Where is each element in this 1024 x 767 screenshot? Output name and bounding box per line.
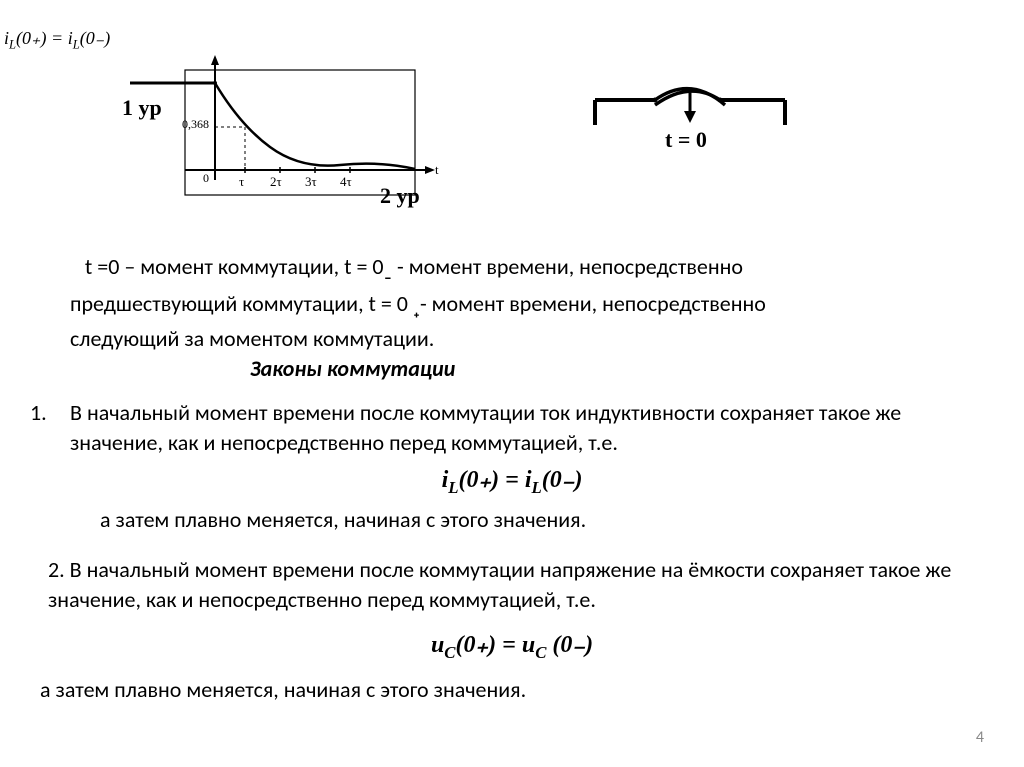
p1-plus: ₊ [413,298,420,322]
chart-xtick-2: 3τ [305,174,317,190]
f1-eq: = [499,467,525,493]
chart-x-axis-label: t [435,162,439,178]
p1-l1a: t =0 – момент коммутации, t = 0 [85,253,384,280]
switch-label: t = 0 [665,127,707,153]
chart-xtick-3: 4τ [340,174,352,190]
f2-sym1: u [431,632,444,658]
law-1: 1.В начальный момент времени после комму… [30,398,1010,457]
f1-sym2: i [525,467,532,493]
law1-num: 1. [30,398,70,428]
p1-l2b: - момент времени, непосредственно [420,290,766,317]
formula-capacitor-voltage: uC(0₊) = uC (0₋) [0,630,1024,663]
f1-arg1: (0₊) [459,467,500,493]
tf-lhs-arg: (0₊) [16,28,47,48]
law1-after: а затем плавно меняется, начиная с этого… [100,505,1000,535]
f2-sub1: C [444,643,455,662]
formula-inductor-current: iL(0₊) = iL(0₋) [0,465,1024,498]
p1-l1b: - момент времени, непосредственно [392,253,743,280]
decay-chart: 0,368 0 τ 2τ 3τ 4τ t 1 ур 2 ур [130,55,450,215]
page-number: 4 [976,728,984,747]
tf-lhs-sub: L [9,38,16,52]
chart-y-marker: 0,368 [182,117,209,132]
p1-minus: ₋ [384,257,393,286]
law1-text: В начальный момент времени после коммута… [70,398,990,457]
chart-right-label: 2 ур [380,183,420,209]
switch-diagram: t = 0 [590,75,790,175]
chart-xtick-1: 2τ [270,174,282,190]
chart-origin: 0 [203,171,209,186]
f2-arg2: (0₋) [552,632,593,658]
law-2: 2. В начальный момент времени после комм… [48,555,1008,614]
f2-sym2: u [522,632,535,658]
top-formula: iL(0₊) = iL(0₋) [4,28,110,53]
f2-sub2: C [535,643,546,662]
chart-left-label: 1 ур [122,95,162,121]
tf-rhs-arg: (0₋) [80,28,111,48]
p1-l3: следующий за моментом коммутации. [70,324,990,354]
f2-eq: = [496,632,522,658]
p1-l2a: предшествующий коммутации, t = 0 [70,290,413,317]
heading-laws: Законы коммутации [250,355,455,382]
tf-eq: = [47,28,68,48]
law2-after: а затем плавно меняется, начиная с этого… [40,675,1000,705]
tf-rhs-sub: L [73,38,80,52]
f2-arg1: (0₊) [456,632,497,658]
chart-xtick-0: τ [239,174,244,190]
f1-sub1: L [448,478,458,497]
f1-arg2: (0₋) [542,467,583,493]
f1-sub2: L [532,478,542,497]
para-commutation-moment: t =0 – момент коммутации, t = 0₋ - момен… [70,252,990,354]
